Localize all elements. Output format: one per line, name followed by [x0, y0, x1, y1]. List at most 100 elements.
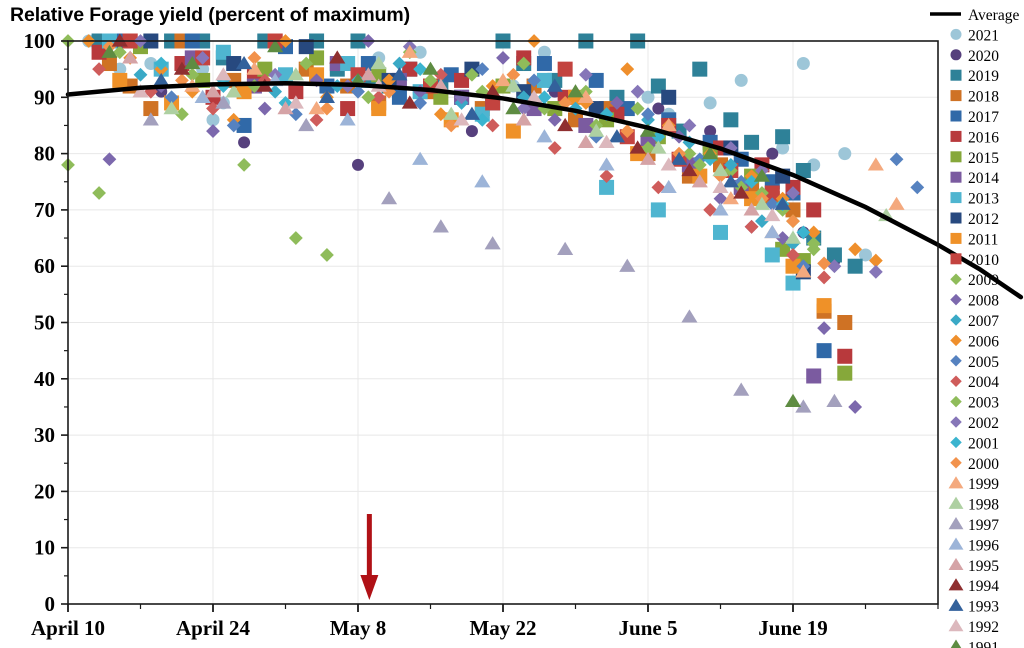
point-1992: [526, 89, 543, 103]
point-1998: [712, 162, 729, 177]
legend-item-1997[interactable]: 1997: [948, 517, 1000, 534]
point-1991: [184, 55, 201, 70]
legend-item-2004[interactable]: 2004: [950, 374, 999, 391]
legend-item-2007[interactable]: 2007: [950, 313, 999, 330]
legend-item-2021[interactable]: 2021: [950, 27, 1000, 44]
point-2019: [744, 134, 760, 150]
legend-item-2003[interactable]: 2003: [950, 395, 999, 412]
legend-item-1999[interactable]: 1999: [948, 476, 1000, 493]
point-2002: [516, 101, 531, 116]
point-1993: [608, 129, 625, 143]
legend-item-2001[interactable]: 2001: [950, 435, 999, 452]
legend-item-2005[interactable]: 2005: [950, 354, 999, 371]
point-1994: [401, 95, 418, 109]
point-2008: [102, 152, 117, 167]
point-2010: [557, 61, 573, 77]
point-2011: [112, 72, 128, 88]
y-tick-label: 10: [34, 536, 55, 560]
point-2015: [309, 50, 325, 66]
point-2011: [371, 101, 387, 117]
legend-item-2019[interactable]: 2019: [950, 68, 1000, 85]
legend-item-1994[interactable]: 1994: [948, 578, 1000, 595]
point-2000: [506, 67, 521, 82]
point-2004: [371, 90, 386, 105]
point-2021: [838, 147, 852, 161]
legend-item-2017[interactable]: 2017: [950, 109, 1000, 126]
legend-item-1995[interactable]: 1995: [948, 558, 1000, 575]
legend-swatch-triangle-icon: [948, 578, 964, 591]
point-1999: [494, 72, 512, 87]
axes: 0 10 20 30 40 50 60 70 80 90 100 April 10 April 24 Ma…: [24, 29, 939, 640]
point-2020: [352, 158, 364, 171]
legend-item-2000[interactable]: 2000: [950, 456, 999, 473]
legend-swatch-diamond-icon: [950, 273, 962, 285]
legend-label: 2018: [968, 89, 999, 106]
point-2020: [704, 125, 717, 138]
point-1991: [702, 146, 719, 160]
point-2004: [485, 118, 500, 133]
point-2007: [755, 214, 769, 229]
legend-item-2012[interactable]: 2012: [950, 211, 1000, 228]
legend-item-2010[interactable]: 2010: [950, 252, 1000, 269]
point-1997: [733, 382, 750, 396]
legend-item-2015[interactable]: 2015: [950, 150, 1000, 167]
legend-item-1998[interactable]: 1998: [948, 497, 1000, 514]
legend-item-1996[interactable]: 1996: [948, 537, 1000, 554]
point-2016: [837, 348, 853, 364]
point-2013: [764, 247, 780, 263]
point-1993: [546, 78, 563, 92]
point-1992: [712, 179, 729, 194]
legend-item-1993[interactable]: 1993: [948, 599, 1000, 616]
legend-item-1991[interactable]: 1991: [949, 639, 999, 648]
legend-item-2016[interactable]: 2016: [950, 129, 1000, 146]
point-1995: [743, 202, 760, 216]
point-2018: [837, 315, 853, 330]
point-2008: [257, 101, 272, 116]
legend-swatch-square-icon: [950, 192, 962, 204]
legend-label: 2008: [968, 293, 999, 310]
point-1992: [598, 134, 615, 148]
point-2019: [723, 112, 739, 128]
point-1997: [142, 112, 159, 126]
point-1994: [681, 162, 698, 177]
legend-item-2006[interactable]: 2006: [950, 333, 999, 350]
point-2006: [382, 73, 396, 88]
point-1996: [474, 174, 491, 188]
arrow-head: [360, 575, 379, 600]
legend-item-2011[interactable]: 2011: [950, 231, 999, 248]
point-1997: [432, 219, 449, 233]
point-2000: [444, 118, 459, 133]
point-2003: [185, 67, 200, 82]
legend-item-2020[interactable]: 2020: [950, 48, 1000, 65]
series-1991: [101, 39, 802, 407]
point-1996: [712, 202, 729, 216]
legend-label: 2019: [968, 68, 999, 85]
point-1998: [588, 123, 605, 137]
point-1998: [505, 78, 522, 92]
legend-item-1992[interactable]: 1992: [948, 619, 999, 636]
point-2003: [423, 73, 438, 88]
point-2017: [588, 72, 604, 88]
point-2008: [817, 321, 831, 336]
point-2007: [392, 56, 407, 71]
point-2009: [92, 186, 106, 200]
point-1999: [867, 157, 884, 171]
legend-swatch-triangle-icon: [950, 639, 962, 648]
legend-item-2018[interactable]: 2018: [950, 89, 1000, 106]
x-tick-label: May 22: [469, 616, 536, 640]
legend-item-2008[interactable]: 2008: [950, 293, 999, 310]
legend-item-2013[interactable]: 2013: [950, 191, 1000, 208]
legend: Average 2021 2020 2019 2018 2017 2016 2015 2014 2…: [930, 7, 1019, 648]
point-1996: [536, 129, 553, 143]
point-1993: [671, 151, 688, 165]
point-2000: [558, 96, 573, 110]
point-2021: [413, 45, 427, 59]
point-2010: [764, 185, 780, 201]
point-1999: [401, 44, 418, 58]
point-2004: [786, 248, 800, 262]
legend-item-2002[interactable]: 2002: [950, 415, 999, 432]
point-2021: [734, 73, 748, 87]
legend-item-2014[interactable]: 2014: [950, 170, 1000, 187]
legend-item-2009[interactable]: 2009: [950, 272, 999, 289]
point-2004: [309, 112, 324, 127]
